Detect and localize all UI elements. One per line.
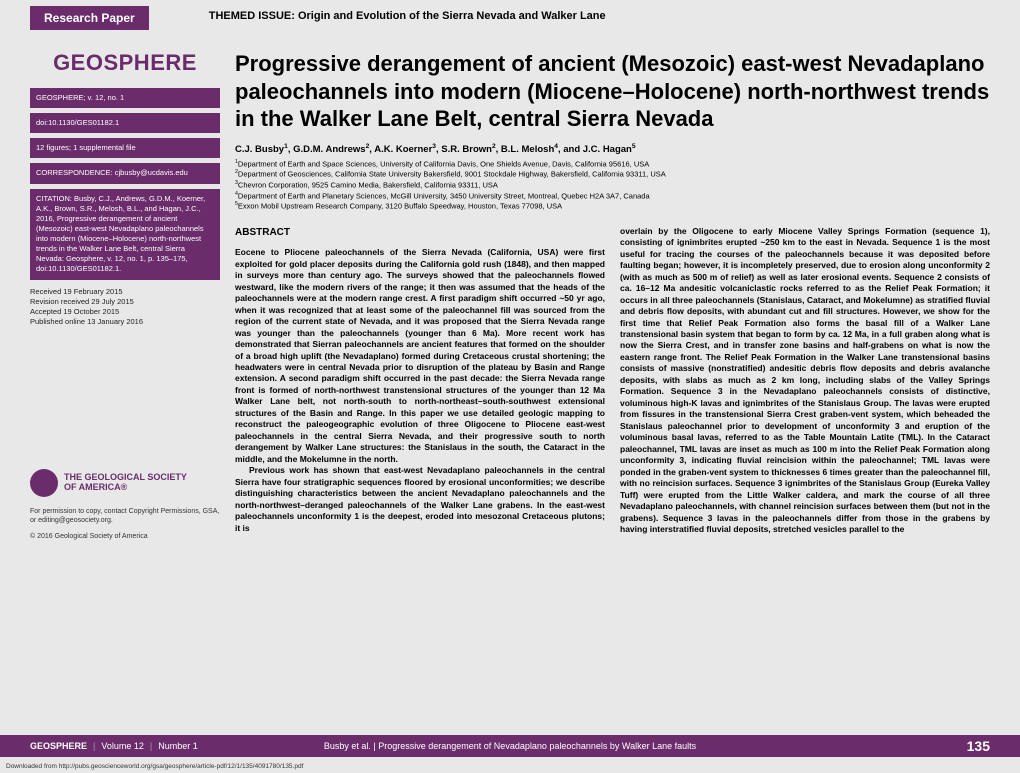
copyright-text: © 2016 Geological Society of America [30,533,220,540]
themed-issue-text: THEMED ISSUE: Origin and Evolution of th… [209,6,606,22]
abstract-p3: overlain by the Oligocene to early Mioce… [620,226,990,536]
footer-volume: Volume 12 [101,741,144,751]
date-revision: Revision received 29 July 2015 [30,297,220,307]
gsa-globe-icon [30,469,58,497]
article-content: Progressive derangement of ancient (Meso… [235,50,990,540]
correspondence-box: CORRESPONDENCE: cjbusby@ucdavis.edu [30,163,220,183]
footer-journal: GEOSPHERE [30,741,87,751]
doi-box: doi:10.1130/GES01182.1 [30,113,220,133]
main-content-area: GEOSPHERE GEOSPHERE; v. 12, no. 1 doi:10… [0,30,1020,540]
abstract-two-column: ABSTRACT Eocene to Pliocene paleochannel… [235,226,990,536]
gsa-logo: THE GEOLOGICAL SOCIETY OF AMERICA® [30,469,220,497]
figures-info-box: 12 figures; 1 supplemental file [30,138,220,158]
abstract-p1: Eocene to Pliocene paleochannels of the … [235,247,605,465]
volume-info-box: GEOSPHERE; v. 12, no. 1 [30,88,220,108]
abstract-column-left: ABSTRACT Eocene to Pliocene paleochannel… [235,226,605,536]
sidebar: GEOSPHERE GEOSPHERE; v. 12, no. 1 doi:10… [30,50,220,540]
paper-title: Progressive derangement of ancient (Meso… [235,50,990,133]
footer-bar: GEOSPHERE | Volume 12 | Number 1 Busby e… [0,735,1020,757]
date-received: Received 19 February 2015 [30,287,220,297]
header-bar: Research Paper THEMED ISSUE: Origin and … [0,0,1020,30]
authors-line: C.J. Busby1, G.D.M. Andrews2, A.K. Koern… [235,143,990,155]
abstract-heading: ABSTRACT [235,226,605,240]
dates-box: Received 19 February 2015 Revision recei… [30,285,220,330]
page-number: 135 [967,738,990,754]
download-source-text: Downloaded from http://pubs.geosciencewo… [6,763,303,770]
footer-divider-icon-2: | [150,741,152,751]
footer-center-text: Busby et al. | Progressive derangement o… [324,741,696,751]
journal-name: GEOSPHERE [30,50,220,76]
affiliations-block: 1Department of Earth and Space Sciences,… [235,159,990,212]
footer-number: Number 1 [158,741,198,751]
date-accepted: Accepted 19 October 2015 [30,307,220,317]
permission-text: For permission to copy, contact Copyrigh… [30,507,220,525]
gsa-name-line2: OF AMERICA® [64,483,187,493]
footer-divider-icon: | [93,741,95,751]
abstract-column-right: overlain by the Oligocene to early Mioce… [620,226,990,536]
footer-left: GEOSPHERE | Volume 12 | Number 1 [30,741,198,751]
abstract-p2: Previous work has shown that east-west N… [235,465,605,534]
citation-box: CITATION: Busby, C.J., Andrews, G.D.M., … [30,189,220,280]
research-paper-tab: Research Paper [30,6,149,30]
date-published: Published online 13 January 2016 [30,317,220,327]
